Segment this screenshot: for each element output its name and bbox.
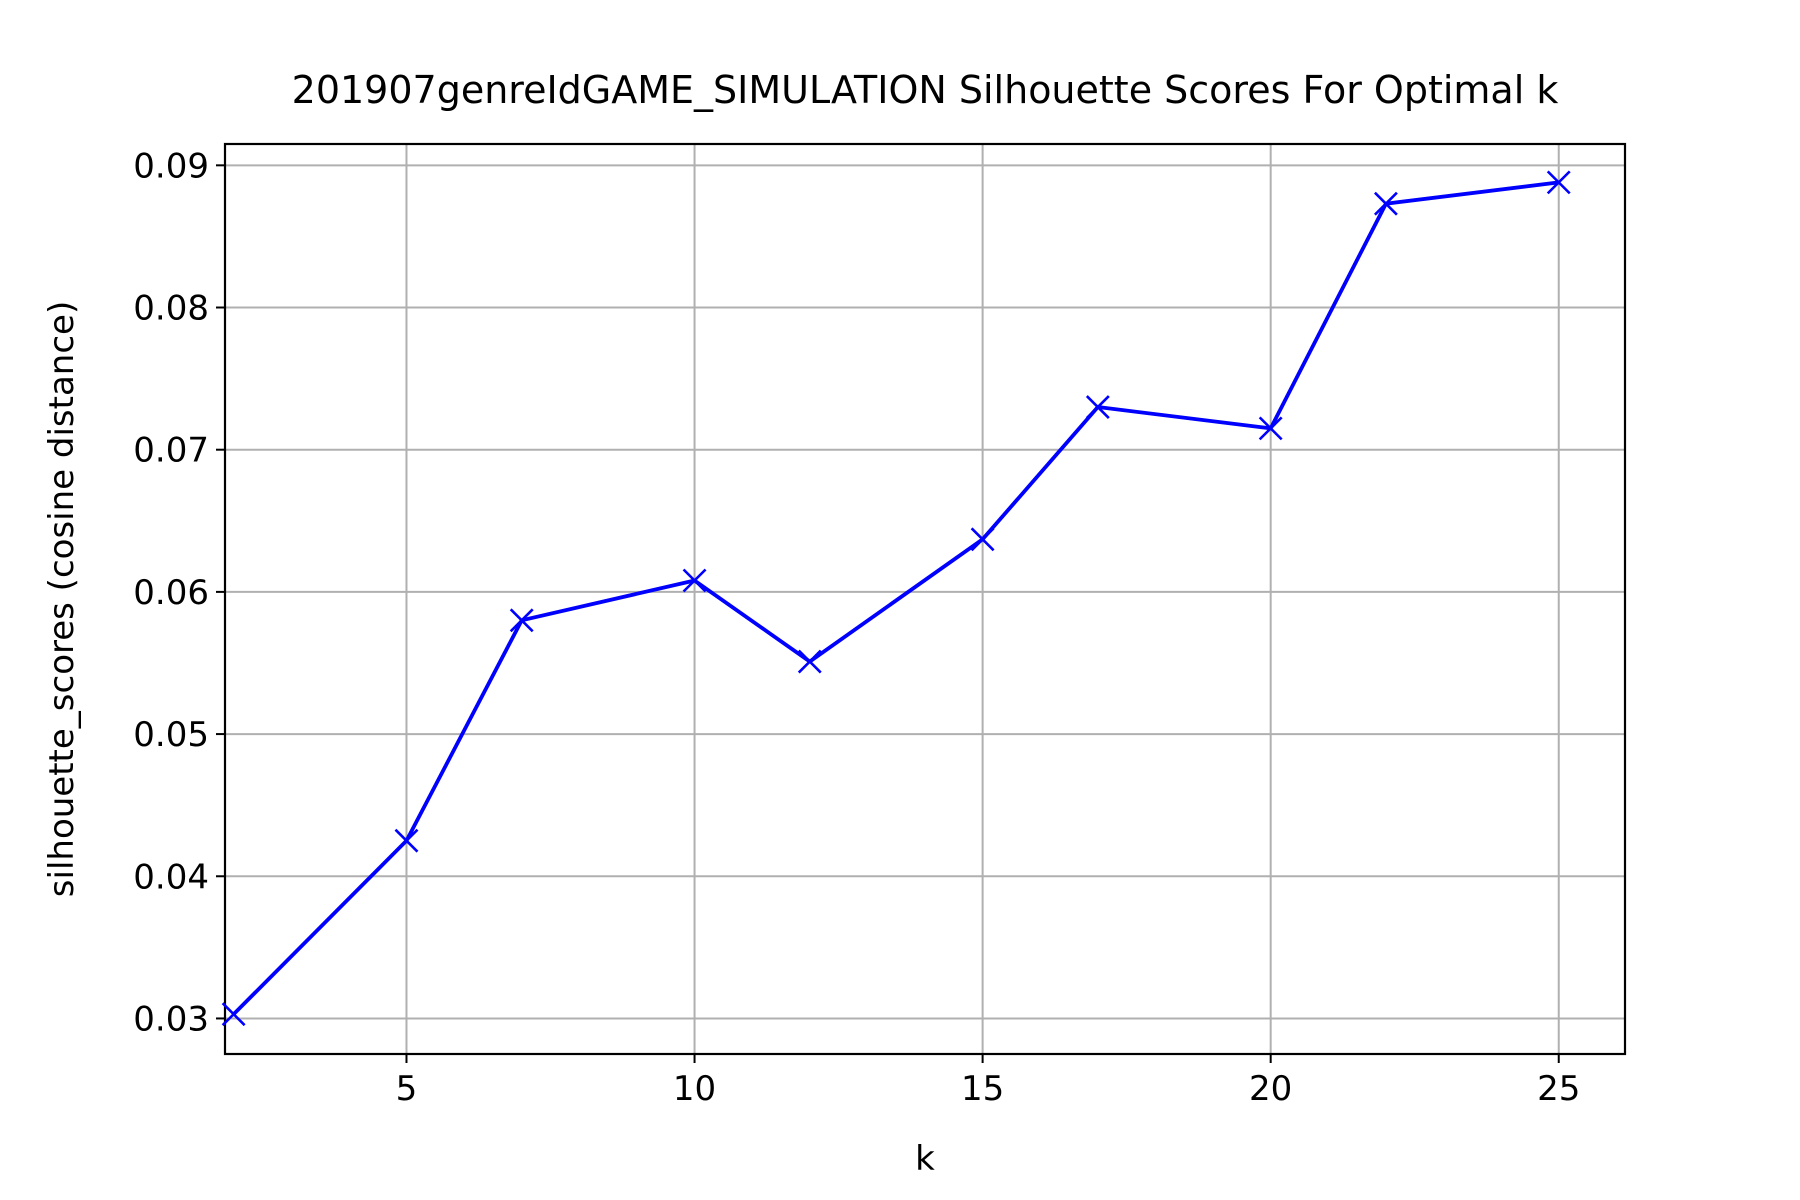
x-tick-label: 10: [673, 1069, 716, 1109]
data-point-marker: [394, 828, 419, 853]
y-tick-label: 0.08: [133, 289, 209, 329]
axis-ticks: 5 10 15 20 25 0.03 0.04 0.05 0.06 0.07 0.08 0.09: [133, 146, 1580, 1109]
y-tick-label: 0.03: [133, 999, 209, 1039]
y-tick-label: 0.06: [133, 573, 209, 613]
data-point-marker: [509, 608, 534, 633]
data-point-marker: [797, 649, 822, 674]
x-tick-label: 25: [1537, 1069, 1580, 1109]
series-line: [232, 180, 1559, 1016]
x-tick-label: 5: [396, 1069, 418, 1109]
y-axis-label: silhouette_scores (cosine distance): [42, 301, 82, 897]
y-tick-label: 0.05: [133, 715, 209, 755]
plot-area: [223, 142, 1627, 1056]
data-point-marker: [1546, 170, 1571, 195]
chart-title: 201907genreIdGAME_SIMULATION Silhouette …: [292, 68, 1559, 112]
y-tick-label: 0.07: [133, 431, 209, 471]
x-axis-label: k: [915, 1139, 935, 1179]
x-tick-label: 15: [961, 1069, 1004, 1109]
data-point-marker: [970, 527, 995, 552]
data-point-marker: [1258, 416, 1283, 441]
x-tick-label: 20: [1249, 1069, 1292, 1109]
data-point-marker: [221, 1002, 246, 1027]
data-series: [221, 170, 1571, 1027]
data-point-marker: [682, 568, 707, 593]
data-point-marker: [1085, 395, 1110, 419]
data-point-marker: [1373, 191, 1398, 216]
grid-lines: [225, 144, 1625, 1054]
y-tick-label: 0.04: [133, 857, 209, 897]
y-tick-label: 0.09: [133, 146, 209, 186]
